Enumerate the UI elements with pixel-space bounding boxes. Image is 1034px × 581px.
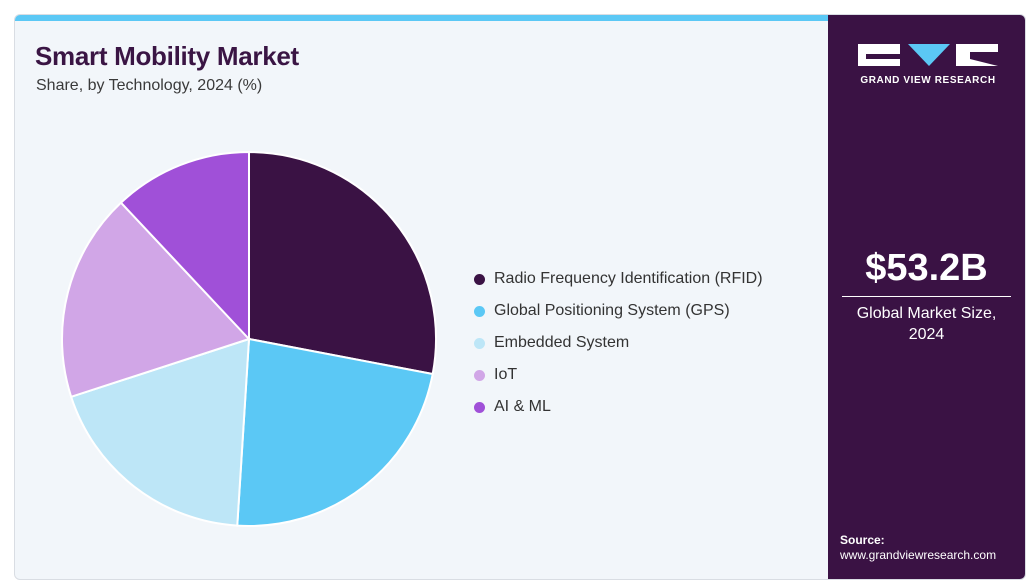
legend-swatch (474, 401, 485, 413)
divider (842, 296, 1011, 297)
gvr-logo-icon (858, 44, 998, 66)
market-size-label: Global Market Size, 2024 (856, 305, 997, 343)
legend-label: Global Positioning System (GPS) (494, 302, 730, 319)
source-url[interactable]: www.grandviewresearch.com (840, 548, 997, 562)
chart-title: Smart Mobility Market (35, 41, 299, 71)
market-size-value: $53.2B (865, 247, 988, 289)
legend-swatch (474, 305, 485, 317)
accent-bar (15, 15, 829, 21)
legend-item: AI & ML (474, 391, 763, 423)
chart-card: Smart Mobility Market Share, by Technolo… (14, 14, 1026, 580)
legend-item: Global Positioning System (GPS) (474, 295, 763, 327)
legend-item: Embedded System (474, 327, 763, 359)
source-title: Source: (840, 533, 885, 547)
pie-slice-radio-frequency-identification-rfid (248, 150, 437, 376)
pie-slice-iot (61, 201, 251, 399)
pie-slice-global-positioning-system-gps (236, 337, 434, 527)
legend-label: Radio Frequency Identification (RFID) (494, 270, 763, 287)
pie-chart (61, 150, 437, 527)
pie-slice-embedded-system (69, 337, 251, 527)
legend-label: AI & ML (494, 398, 551, 415)
legend-swatch (474, 369, 485, 381)
legend-item: IoT (474, 359, 763, 391)
legend-item: Radio Frequency Identification (RFID) (474, 263, 763, 295)
pie-slice-ai-ml (119, 150, 250, 342)
legend-swatch (474, 337, 485, 349)
chart-subtitle: Share, by Technology, 2024 (%) (36, 77, 263, 94)
chart-legend: Radio Frequency Identification (RFID) Glo… (474, 263, 763, 423)
sidebar-panel: GRAND VIEW RESEARCH $53.2B Global Market… (828, 15, 1025, 579)
logo-text: GRAND VIEW RESEARCH (860, 75, 996, 86)
grand-view-research-logo: GRAND VIEW RESEARCH (858, 41, 998, 91)
legend-label: Embedded System (494, 334, 630, 351)
source-note: Source: www.grandviewresearch.com (840, 533, 996, 563)
legend-swatch (474, 273, 485, 285)
legend-label: IoT (494, 366, 518, 383)
